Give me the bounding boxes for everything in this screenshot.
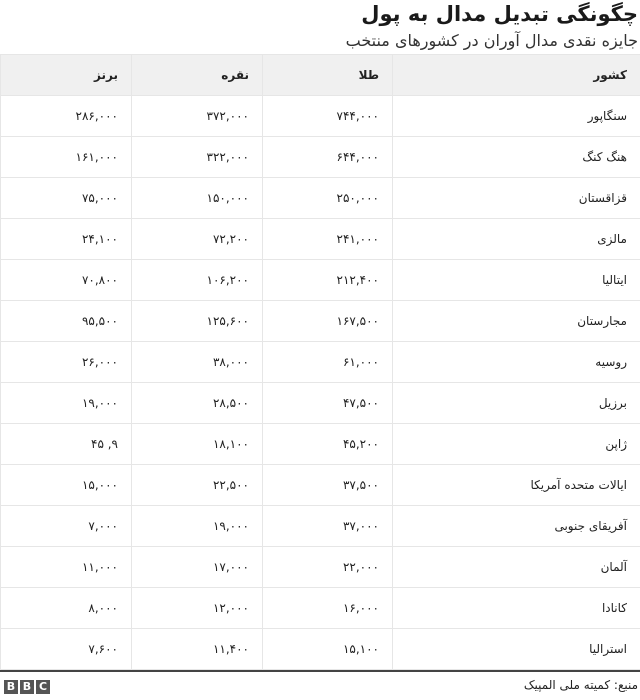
cell-country: کانادا xyxy=(392,587,640,629)
table-header-row: کشور طلا نقره برنز xyxy=(0,54,640,96)
cell-silver: ۱۰۶,۲۰۰ xyxy=(131,259,263,301)
cell-gold: ۲۱۲,۴۰۰ xyxy=(262,259,393,301)
medal-prize-table: کشور طلا نقره برنز سنگاپور ۷۴۴,۰۰۰ ۳۷۲,۰۰۰… xyxy=(0,54,640,670)
cell-gold: ۶۴۴,۰۰۰ xyxy=(262,136,393,178)
bbc-logo-letter: C xyxy=(36,680,50,694)
cell-silver: ۳۷۲,۰۰۰ xyxy=(131,95,263,137)
footer-divider xyxy=(0,670,640,672)
cell-silver: ۱۸,۱۰۰ xyxy=(131,423,263,465)
cell-gold: ۲۵۰,۰۰۰ xyxy=(262,177,393,219)
header-bronze: برنز xyxy=(0,54,132,96)
cell-country: سنگاپور xyxy=(392,95,640,137)
table-row: مجارستان ۱۶۷,۵۰۰ ۱۲۵,۶۰۰ ۹۵,۵۰۰ xyxy=(0,300,640,342)
cell-silver: ۲۲,۵۰۰ xyxy=(131,464,263,506)
header-silver: نقره xyxy=(131,54,263,96)
cell-silver: ۱۹,۰۰۰ xyxy=(131,505,263,547)
cell-country: استرالیا xyxy=(392,628,640,670)
cell-country: آفریقای جنوبی xyxy=(392,505,640,547)
cell-country: ایالات متحده آمریکا xyxy=(392,464,640,506)
cell-silver: ۱۷,۰۰۰ xyxy=(131,546,263,588)
bbc-logo-letter: B xyxy=(20,680,34,694)
bbc-logo: B B C xyxy=(4,680,50,694)
cell-country: ایتالیا xyxy=(392,259,640,301)
cell-bronze: ۸,۰۰۰ xyxy=(0,587,132,629)
cell-country: هنگ کنگ xyxy=(392,136,640,178)
cell-bronze: ۷,۶۰۰ xyxy=(0,628,132,670)
table-row: ایتالیا ۲۱۲,۴۰۰ ۱۰۶,۲۰۰ ۷۰,۸۰۰ xyxy=(0,259,640,301)
cell-country: برزیل xyxy=(392,382,640,424)
cell-country: ژاپن xyxy=(392,423,640,465)
cell-country: مجارستان xyxy=(392,300,640,342)
cell-gold: ۲۲,۰۰۰ xyxy=(262,546,393,588)
page-title: چگونگی تبدیل مدال به پول xyxy=(361,2,638,26)
table-row: استرالیا ۱۵,۱۰۰ ۱۱,۴۰۰ ۷,۶۰۰ xyxy=(0,628,640,670)
cell-gold: ۴۷,۵۰۰ xyxy=(262,382,393,424)
cell-silver: ۳۸,۰۰۰ xyxy=(131,341,263,383)
cell-gold: ۳۷,۰۰۰ xyxy=(262,505,393,547)
cell-bronze: ۷۵,۰۰۰ xyxy=(0,177,132,219)
cell-bronze: ۱۶۱,۰۰۰ xyxy=(0,136,132,178)
table-row: روسیه ۶۱,۰۰۰ ۳۸,۰۰۰ ۲۶,۰۰۰ xyxy=(0,341,640,383)
cell-silver: ۳۲۲,۰۰۰ xyxy=(131,136,263,178)
cell-country: قزاقستان xyxy=(392,177,640,219)
table-row: ژاپن ۴۵,۲۰۰ ۱۸,۱۰۰ ۹, ۴۵ xyxy=(0,423,640,465)
cell-gold: ۱۶۷,۵۰۰ xyxy=(262,300,393,342)
cell-silver: ۱۲,۰۰۰ xyxy=(131,587,263,629)
cell-gold: ۳۷,۵۰۰ xyxy=(262,464,393,506)
header-country: کشور xyxy=(392,54,640,96)
cell-country: روسیه xyxy=(392,341,640,383)
table-row: مالزی ۲۴۱,۰۰۰ ۷۲,۲۰۰ ۲۴,۱۰۰ xyxy=(0,218,640,260)
table-row: آلمان ۲۲,۰۰۰ ۱۷,۰۰۰ ۱۱,۰۰۰ xyxy=(0,546,640,588)
cell-bronze: ۹۵,۵۰۰ xyxy=(0,300,132,342)
cell-gold: ۴۵,۲۰۰ xyxy=(262,423,393,465)
cell-bronze: ۱۹,۰۰۰ xyxy=(0,382,132,424)
cell-gold: ۱۶,۰۰۰ xyxy=(262,587,393,629)
cell-gold: ۲۴۱,۰۰۰ xyxy=(262,218,393,260)
cell-bronze: ۷,۰۰۰ xyxy=(0,505,132,547)
table-row: آفریقای جنوبی ۳۷,۰۰۰ ۱۹,۰۰۰ ۷,۰۰۰ xyxy=(0,505,640,547)
cell-silver: ۷۲,۲۰۰ xyxy=(131,218,263,260)
cell-bronze: ۲۴,۱۰۰ xyxy=(0,218,132,260)
source-note: منبع: کمیته ملی المپیک xyxy=(523,678,638,692)
cell-gold: ۷۴۴,۰۰۰ xyxy=(262,95,393,137)
cell-gold: ۱۵,۱۰۰ xyxy=(262,628,393,670)
cell-silver: ۲۸,۵۰۰ xyxy=(131,382,263,424)
header-gold: طلا xyxy=(262,54,393,96)
bbc-logo-letter: B xyxy=(4,680,18,694)
cell-bronze: ۱۵,۰۰۰ xyxy=(0,464,132,506)
cell-silver: ۱۱,۴۰۰ xyxy=(131,628,263,670)
cell-bronze: ۲۸۶,۰۰۰ xyxy=(0,95,132,137)
cell-bronze: ۲۶,۰۰۰ xyxy=(0,341,132,383)
cell-country: مالزی xyxy=(392,218,640,260)
table-row: برزیل ۴۷,۵۰۰ ۲۸,۵۰۰ ۱۹,۰۰۰ xyxy=(0,382,640,424)
cell-silver: ۱۵۰,۰۰۰ xyxy=(131,177,263,219)
cell-silver: ۱۲۵,۶۰۰ xyxy=(131,300,263,342)
table-row: ایالات متحده آمریکا ۳۷,۵۰۰ ۲۲,۵۰۰ ۱۵,۰۰۰ xyxy=(0,464,640,506)
table-row: هنگ کنگ ۶۴۴,۰۰۰ ۳۲۲,۰۰۰ ۱۶۱,۰۰۰ xyxy=(0,136,640,178)
table-row: کانادا ۱۶,۰۰۰ ۱۲,۰۰۰ ۸,۰۰۰ xyxy=(0,587,640,629)
cell-gold: ۶۱,۰۰۰ xyxy=(262,341,393,383)
table-row: سنگاپور ۷۴۴,۰۰۰ ۳۷۲,۰۰۰ ۲۸۶,۰۰۰ xyxy=(0,95,640,137)
cell-bronze: ۹, ۴۵ xyxy=(0,423,132,465)
cell-bronze: ۱۱,۰۰۰ xyxy=(0,546,132,588)
cell-country: آلمان xyxy=(392,546,640,588)
cell-bronze: ۷۰,۸۰۰ xyxy=(0,259,132,301)
table-row: قزاقستان ۲۵۰,۰۰۰ ۱۵۰,۰۰۰ ۷۵,۰۰۰ xyxy=(0,177,640,219)
page-subtitle: جایزه نقدی مدال آوران در کشورهای منتخب xyxy=(345,31,638,50)
